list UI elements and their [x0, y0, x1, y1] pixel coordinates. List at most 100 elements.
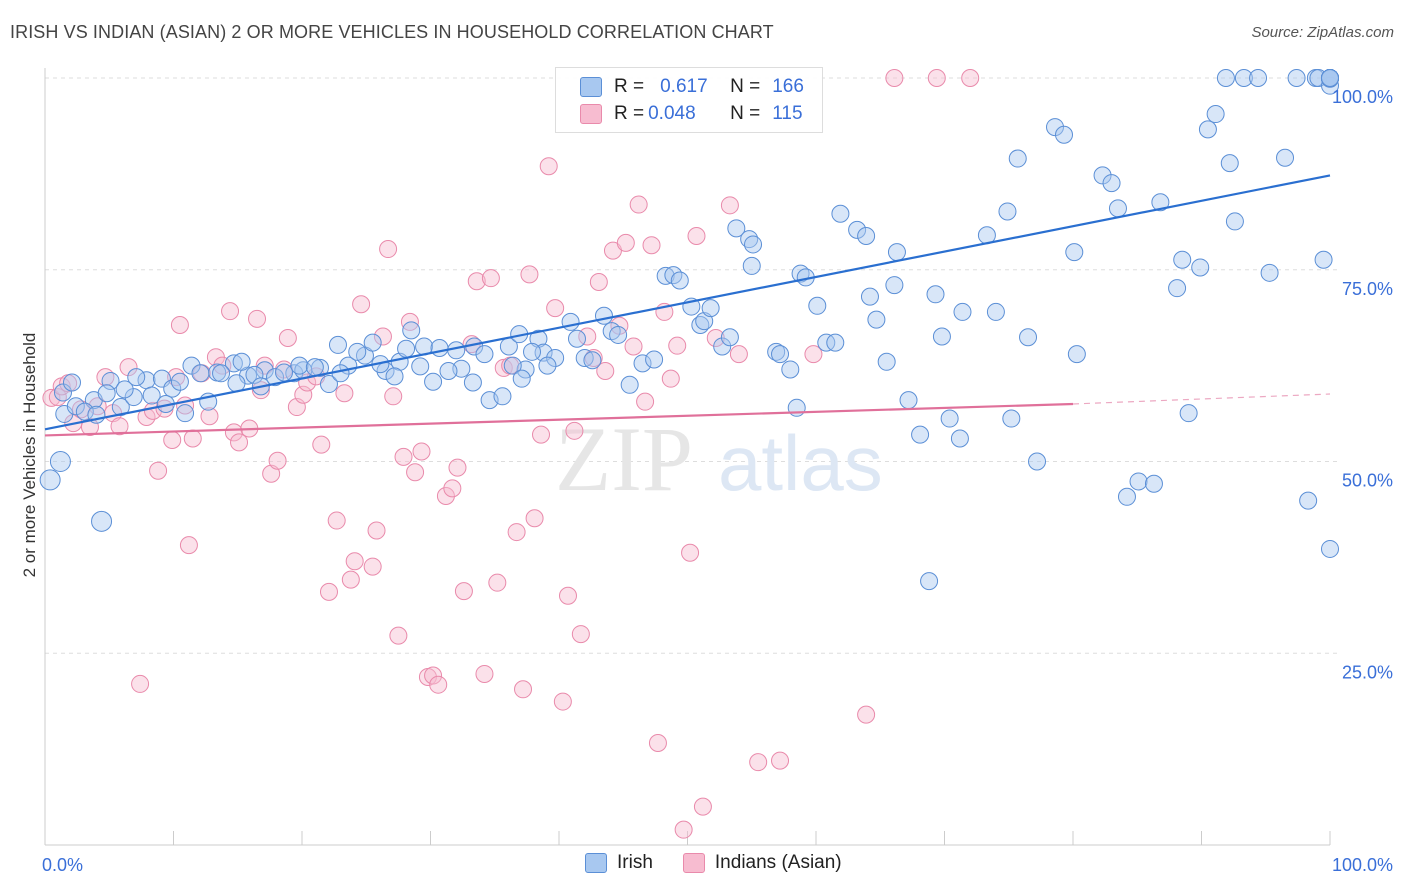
legend-item-irish[interactable]: Irish	[585, 852, 653, 874]
indian-point	[436, 487, 455, 506]
indian-point	[507, 523, 526, 542]
irish-point	[1314, 250, 1333, 269]
irish-point	[1220, 154, 1239, 173]
indian-point	[200, 407, 219, 426]
irish-point	[826, 333, 845, 352]
indian-point	[546, 299, 565, 318]
indian-point	[373, 327, 392, 346]
irish-point	[1173, 250, 1192, 269]
indian-point	[170, 315, 189, 334]
irish-point	[1198, 120, 1217, 139]
legend-item-indian[interactable]: Indians (Asian)	[682, 852, 842, 874]
irish-point	[656, 266, 675, 285]
indian-point	[532, 425, 551, 444]
irish-point	[111, 398, 130, 417]
indian-point	[312, 435, 331, 454]
indian-point	[539, 157, 558, 176]
indian-point	[389, 626, 408, 645]
irish-point	[1287, 69, 1306, 87]
irish-point	[831, 204, 850, 223]
indian-point	[255, 356, 274, 375]
watermark-atlas: atlas	[718, 419, 883, 507]
irish-point	[953, 302, 972, 321]
indian-point	[345, 552, 364, 571]
irish-point	[439, 361, 458, 380]
indian-point	[961, 69, 980, 87]
irish-point	[932, 327, 951, 346]
irish-point	[1321, 69, 1339, 87]
indian-point	[729, 345, 748, 364]
indian-point	[179, 536, 198, 555]
irish-point	[523, 342, 542, 361]
irish-point	[583, 351, 602, 370]
irish-point	[430, 338, 449, 357]
irish-points	[39, 69, 1339, 591]
irish-point	[1260, 263, 1279, 282]
irish-point	[867, 310, 886, 329]
n-label: N =	[730, 103, 761, 124]
indian-point	[648, 733, 667, 752]
series-legend: Irish Indians (Asian)	[585, 852, 872, 874]
tick-labels: 25.0% 50.0% 75.0% 100.0% 0.0% 100.0%	[42, 87, 1393, 875]
indian-point	[335, 384, 354, 403]
stats-legend: R = 0.617 N = 166 R = 0.048 N = 115	[555, 67, 823, 133]
indian-point	[412, 442, 431, 461]
indian-point	[319, 582, 338, 601]
indian-point	[668, 336, 687, 355]
irish-point	[857, 227, 876, 246]
indian-point	[771, 751, 790, 770]
indian-point	[224, 423, 243, 442]
irish-point	[529, 329, 548, 348]
irish-point	[1151, 193, 1170, 212]
legend-label-indian: Indians (Asian)	[714, 852, 842, 873]
irish-trend-line	[44, 174, 1331, 431]
indian-point	[558, 586, 577, 605]
irish-point	[1046, 118, 1065, 137]
irish-point	[609, 325, 628, 344]
indian-point	[230, 433, 249, 452]
irish-point	[720, 328, 739, 347]
irish-point	[620, 375, 639, 394]
irish-point	[397, 339, 416, 358]
irish-point	[163, 379, 182, 398]
irish-point	[475, 345, 494, 364]
indian-point	[429, 675, 448, 694]
indian-point	[119, 358, 138, 377]
irish-point	[1206, 105, 1225, 124]
irish-point	[695, 312, 714, 331]
irish-point	[266, 368, 285, 387]
indian-point	[596, 361, 615, 380]
indian-point	[636, 392, 655, 411]
indian-point	[406, 463, 425, 482]
indian-point	[448, 458, 467, 477]
irish-point	[62, 373, 81, 392]
irish-legend-swatch	[585, 853, 607, 873]
indian-point	[352, 295, 371, 314]
indian-point	[268, 451, 287, 470]
indian-point	[553, 692, 572, 711]
indian-point	[454, 582, 473, 601]
irish-point	[402, 321, 421, 340]
indian-points	[42, 69, 980, 839]
indian-point	[42, 388, 61, 407]
indian-point	[248, 309, 267, 328]
irish-point	[986, 302, 1005, 321]
irish-point	[899, 391, 918, 410]
irish-point	[127, 368, 146, 387]
indian-point	[749, 753, 768, 772]
irish-point	[319, 375, 338, 394]
indian-point	[131, 674, 150, 693]
irish-point	[328, 335, 347, 354]
irish-point	[1179, 404, 1198, 423]
irish-point	[998, 202, 1017, 221]
indian-point	[443, 479, 462, 498]
irish-point	[49, 451, 71, 472]
irish-point	[1191, 258, 1210, 277]
axes	[44, 68, 1331, 846]
indian-point	[804, 345, 823, 364]
indian-legend-swatch	[682, 853, 705, 873]
indian-point	[624, 337, 643, 356]
irish-point	[781, 360, 800, 379]
stats-row-indian: R = 0.048 N = 115	[580, 103, 803, 125]
irish-point	[97, 384, 116, 403]
